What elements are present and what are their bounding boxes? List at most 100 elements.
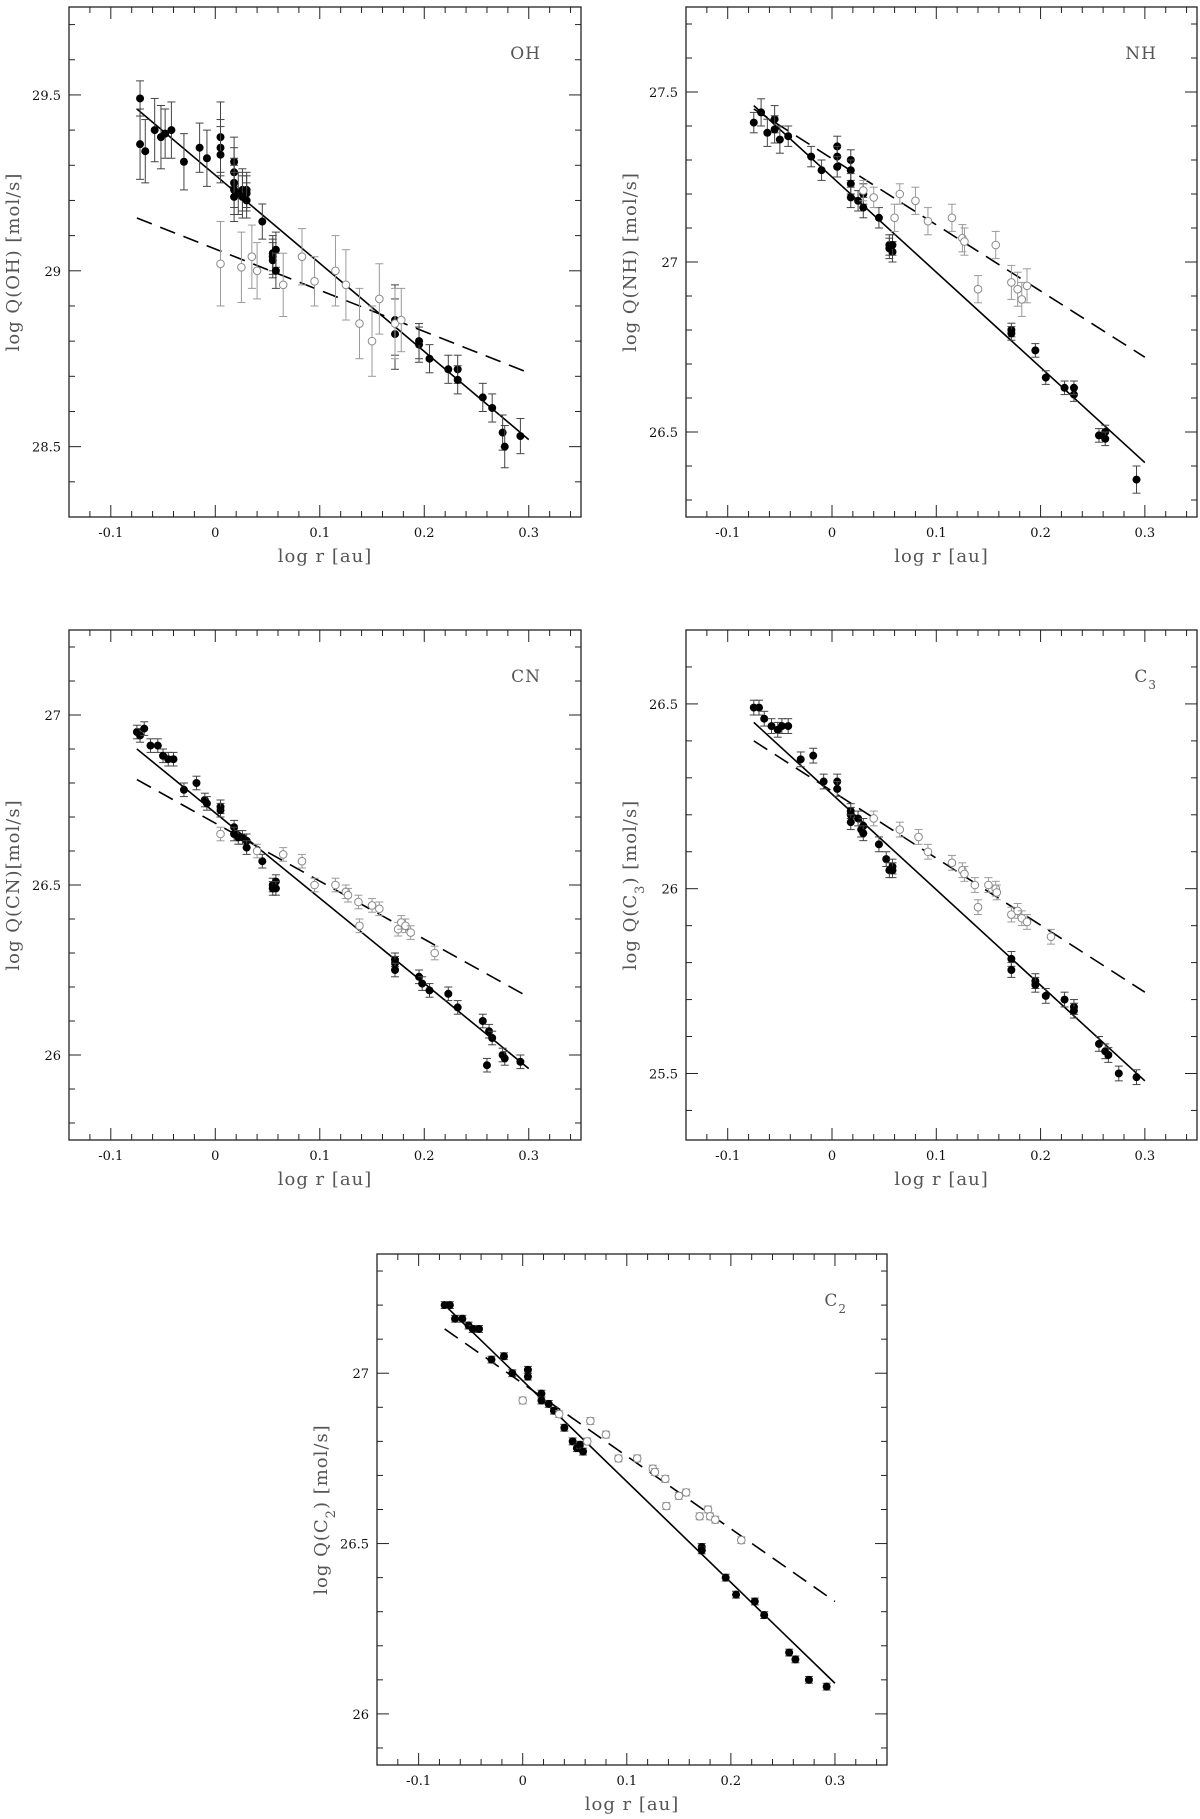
p1-data-point-filled: [807, 152, 816, 161]
p0-data-point-open: [278, 280, 288, 290]
p3-data-point-filled: [1069, 1006, 1078, 1015]
p4-data-point-filled: [721, 1573, 730, 1582]
p0-xtick-label: -0.1: [98, 526, 123, 541]
p2-data-point-open: [343, 890, 353, 900]
p1-data-point-filled: [770, 125, 779, 134]
p1-ytick-label: 26.5: [649, 426, 678, 441]
p4-data-point-open: [710, 1515, 720, 1525]
p3-ytick-label: 25.5: [649, 1067, 678, 1082]
p4-data-point-open: [662, 1501, 671, 1511]
p2-xtick-label: 0: [211, 1149, 219, 1164]
p0-data-point-open: [367, 336, 377, 346]
p0-data-point-filled: [150, 126, 159, 135]
p0-y-axis-label: log Q(OH) [mol/s]: [3, 173, 24, 352]
p4-data-point-filled: [785, 1648, 794, 1657]
p3-plot-frame: [685, 629, 1198, 1141]
p4-data-point-filled: [537, 1396, 546, 1405]
p4-data-point-filled: [560, 1423, 569, 1432]
p1-data-point-filled: [1060, 383, 1069, 392]
p2-data-point-open: [331, 880, 340, 890]
p2-data-point-filled: [153, 741, 162, 750]
p0-data-point-filled: [136, 140, 145, 149]
p4-data-point-filled: [499, 1352, 508, 1361]
p2-data-point-open: [310, 880, 319, 890]
p2-data-point-filled: [478, 1017, 487, 1025]
p0-data-point-open: [297, 252, 307, 262]
p0-xtick-label: 0: [211, 526, 219, 541]
p2-ytick-label: 26.5: [32, 879, 61, 894]
p3-data-point-open: [970, 880, 980, 890]
p3-data-point-open: [869, 814, 879, 823]
p2-xtick-label: 0.3: [518, 1149, 539, 1164]
p2-x-axis-label: log r [au]: [278, 1169, 373, 1190]
p3-data-point-filled: [1041, 991, 1050, 1000]
p3-data-point-filled: [859, 829, 868, 838]
p0-data-point-filled: [167, 126, 176, 135]
p1-data-point-open: [1022, 281, 1032, 291]
p3-fit-solid-line: [753, 721, 1146, 1082]
p3-data-point-filled: [1114, 1069, 1123, 1078]
p3-data-point-open: [1022, 917, 1032, 927]
p2-xtick-label: 0.2: [414, 1149, 435, 1164]
p0-data-point-filled: [258, 217, 267, 226]
p0-fit-solid-line: [136, 108, 530, 441]
p4-fit-solid-line: [444, 1304, 836, 1684]
p0-data-point-filled: [425, 354, 434, 363]
p1-xtick-label: -0.1: [715, 526, 740, 541]
p1-x-axis-label: log r [au]: [894, 546, 989, 567]
p0-data-point-filled: [136, 94, 145, 103]
p0-data-point-filled: [271, 245, 280, 254]
p4-data-point-filled: [475, 1324, 483, 1333]
p0-data-point-open: [310, 277, 319, 286]
p4-data-point-filled: [487, 1355, 496, 1364]
p3-xtick-label: 0.1: [926, 1149, 947, 1164]
p0-data-point-open: [355, 319, 364, 328]
p1-data-point-filled: [784, 132, 793, 141]
p0-data-point-filled: [516, 432, 525, 441]
p0-data-point-open: [252, 266, 262, 276]
p1-data-point-open: [1017, 295, 1027, 304]
p4-molecule-label: C2: [824, 1291, 847, 1316]
p4-data-point-open: [695, 1512, 704, 1521]
p3-data-point-filled: [833, 784, 842, 793]
p1-data-point-open: [1013, 284, 1022, 294]
p2-data-point-filled: [391, 966, 400, 974]
p4-data-point-open: [614, 1454, 623, 1463]
p3-xtick-label: 0: [828, 1149, 836, 1164]
p2-data-point-open: [297, 856, 307, 866]
p0-data-point-filled: [202, 154, 211, 163]
p4-x-axis-label: log r [au]: [585, 1794, 680, 1815]
p2-data-point-filled: [444, 989, 453, 998]
p3-data-point-filled: [767, 722, 776, 731]
p2-data-point-filled: [488, 1034, 497, 1042]
p1-data-point-filled: [846, 166, 855, 175]
p1-data-point-filled: [833, 162, 842, 171]
p2-data-point-filled: [202, 799, 211, 808]
p4-xtick-label: -0.1: [406, 1774, 431, 1789]
p1-xtick-label: 0.1: [926, 526, 947, 541]
p0-data-point-filled: [415, 337, 424, 346]
p2-data-point-filled: [146, 741, 155, 750]
p2-data-point-filled: [242, 843, 251, 852]
p2-molecule-label: CN: [511, 667, 541, 687]
p0-xtick-label: 0.1: [309, 526, 330, 541]
p4-fit-dashed-line: [444, 1328, 836, 1603]
p2-data-point-open: [430, 948, 440, 958]
p1-data-point-open: [858, 186, 868, 195]
p4-data-point-open: [518, 1396, 528, 1405]
p1-data-point-filled: [1101, 434, 1110, 443]
panel-c3: -0.1 0 0.1 0.2 0.3 25.5 26 26.5 log r [au] log Q(…: [620, 629, 1198, 1190]
p0-data-point-filled: [161, 129, 170, 138]
p3-data-point-open: [984, 880, 993, 890]
p4-data-point-filled: [458, 1314, 467, 1323]
p4-data-point-filled: [537, 1389, 546, 1398]
p1-data-point-filled: [1041, 373, 1050, 382]
p0-ytick-label: 29: [44, 265, 61, 280]
p0-data-point-filled: [268, 256, 277, 265]
p3-xtick-label: 0.3: [1135, 1149, 1156, 1164]
p4-data-point-filled: [544, 1399, 553, 1408]
p1-data-point-filled: [1069, 383, 1078, 392]
p4-data-point-filled: [508, 1369, 517, 1378]
p1-data-point-open: [960, 237, 969, 246]
